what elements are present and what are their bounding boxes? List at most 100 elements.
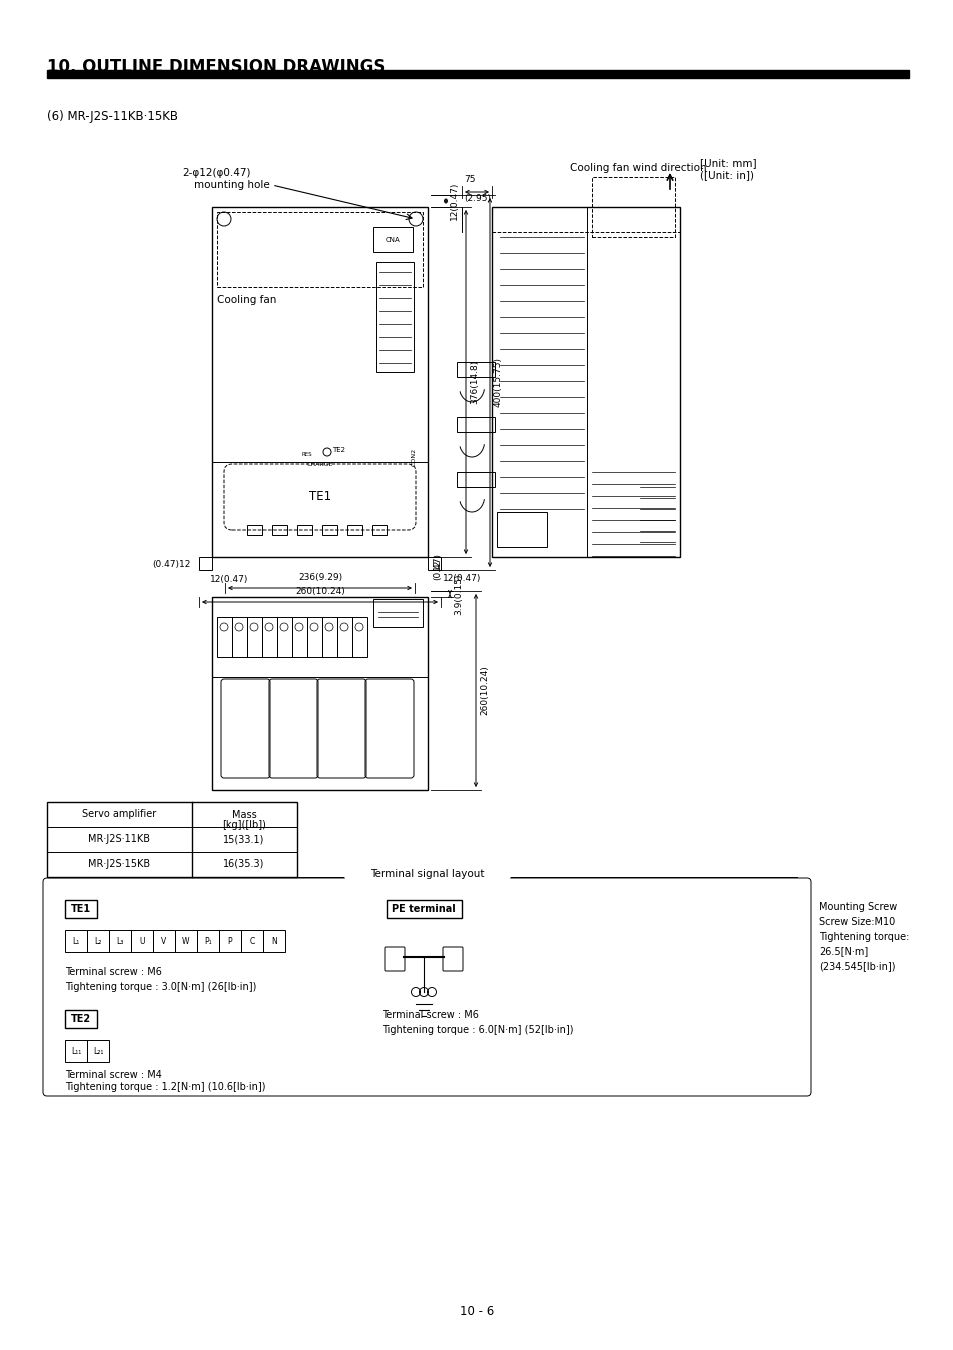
Bar xyxy=(276,617,292,657)
Text: Terminal screw : M6: Terminal screw : M6 xyxy=(381,1010,478,1021)
Text: CON2: CON2 xyxy=(411,448,416,466)
Bar xyxy=(492,207,679,558)
Text: (6) MR-J2S-11KB·15KB: (6) MR-J2S-11KB·15KB xyxy=(47,109,178,123)
Text: 10. OUTLINE DIMENSION DRAWINGS: 10. OUTLINE DIMENSION DRAWINGS xyxy=(47,58,385,76)
Text: W: W xyxy=(182,937,190,945)
Bar xyxy=(373,599,422,626)
Text: (2.95): (2.95) xyxy=(463,194,491,202)
Text: MR·J2S·15KB: MR·J2S·15KB xyxy=(88,859,150,869)
Text: Mass: Mass xyxy=(232,810,256,819)
Bar xyxy=(322,525,336,535)
Bar xyxy=(272,525,287,535)
Text: Terminal signal layout: Terminal signal layout xyxy=(370,869,484,879)
Text: V: V xyxy=(161,937,167,945)
Bar xyxy=(372,525,387,535)
Text: 16(35.3): 16(35.3) xyxy=(223,859,264,869)
Bar xyxy=(232,617,247,657)
Text: 12(0.47): 12(0.47) xyxy=(442,574,481,583)
Bar xyxy=(263,930,285,952)
Text: TE2: TE2 xyxy=(71,1014,91,1025)
Text: 12: 12 xyxy=(433,559,441,570)
Bar xyxy=(196,930,219,952)
Text: P: P xyxy=(228,937,233,945)
Text: PE terminal: PE terminal xyxy=(392,904,456,914)
Text: mounting hole: mounting hole xyxy=(193,180,270,190)
Text: 12(0.47): 12(0.47) xyxy=(450,182,458,220)
Text: 3.9(0.15): 3.9(0.15) xyxy=(454,574,462,614)
Bar xyxy=(247,525,262,535)
Text: Terminal screw : M4: Terminal screw : M4 xyxy=(65,1071,162,1080)
Bar xyxy=(375,262,414,373)
Text: (0.47)12: (0.47)12 xyxy=(152,559,191,568)
Text: Tightening torque : 6.0[N·m] (52[lb·in]): Tightening torque : 6.0[N·m] (52[lb·in]) xyxy=(381,1025,573,1035)
Text: RES: RES xyxy=(302,451,313,456)
Bar xyxy=(322,617,336,657)
Bar xyxy=(87,930,109,952)
Bar xyxy=(296,525,312,535)
Text: U: U xyxy=(139,937,145,945)
Text: 12(0.47): 12(0.47) xyxy=(210,575,248,585)
Bar xyxy=(212,207,428,558)
Text: N: N xyxy=(271,937,276,945)
Bar xyxy=(262,617,276,657)
Text: (0.47): (0.47) xyxy=(433,554,441,580)
Bar xyxy=(373,227,413,252)
Text: Tightening torque : 1.2[N·m] (10.6[lb·in]): Tightening torque : 1.2[N·m] (10.6[lb·in… xyxy=(65,1081,265,1092)
Bar xyxy=(456,417,495,432)
Bar xyxy=(65,930,87,952)
Bar xyxy=(216,617,232,657)
Text: L₁₁: L₁₁ xyxy=(71,1046,81,1056)
Bar xyxy=(65,900,97,918)
Text: Tightening torque : 3.0[N·m] (26[lb·in]): Tightening torque : 3.0[N·m] (26[lb·in]) xyxy=(65,981,256,992)
Bar xyxy=(47,802,296,878)
Text: CNA: CNA xyxy=(385,238,400,243)
Bar xyxy=(592,177,675,238)
Text: Mounting Screw
Screw Size:M10
Tightening torque:
26.5[N·m]
(234.545[lb·in]): Mounting Screw Screw Size:M10 Tightening… xyxy=(818,902,908,971)
Text: Cooling fan wind direction: Cooling fan wind direction xyxy=(569,163,706,173)
Bar xyxy=(247,617,262,657)
Text: MR·J2S·11KB: MR·J2S·11KB xyxy=(88,834,150,844)
Bar xyxy=(212,597,428,790)
Text: Servo amplifier: Servo amplifier xyxy=(82,809,156,819)
Bar xyxy=(174,930,196,952)
Bar xyxy=(219,930,241,952)
Text: [Unit: mm]
([Unit: in]): [Unit: mm] ([Unit: in]) xyxy=(700,158,756,180)
Bar xyxy=(65,1040,87,1062)
Text: P₁: P₁ xyxy=(204,937,212,945)
Text: L₂₁: L₂₁ xyxy=(92,1046,103,1056)
Text: 260(10.24): 260(10.24) xyxy=(479,666,489,716)
Text: 75: 75 xyxy=(463,176,475,184)
Bar xyxy=(497,512,546,547)
Text: C: C xyxy=(249,937,254,945)
Text: L₁: L₁ xyxy=(72,937,79,945)
Bar xyxy=(307,617,322,657)
Text: Terminal screw : M6: Terminal screw : M6 xyxy=(65,967,162,977)
Text: L₂: L₂ xyxy=(94,937,102,945)
Text: 2-φ12(φ0.47): 2-φ12(φ0.47) xyxy=(182,167,251,178)
Bar xyxy=(199,558,212,570)
Bar xyxy=(131,930,152,952)
Text: TE2: TE2 xyxy=(332,447,345,454)
Text: 376(14.8): 376(14.8) xyxy=(470,360,478,404)
Bar xyxy=(47,70,908,78)
Text: L₃: L₃ xyxy=(116,937,124,945)
Bar xyxy=(456,362,495,377)
Bar xyxy=(456,472,495,487)
Text: 15(33.1): 15(33.1) xyxy=(223,834,264,844)
Text: [kg]([lb]): [kg]([lb]) xyxy=(222,819,266,830)
Bar xyxy=(152,930,174,952)
Bar xyxy=(387,900,461,918)
Bar xyxy=(65,1010,97,1027)
Text: 260(10.24): 260(10.24) xyxy=(294,587,345,595)
Bar xyxy=(216,212,422,288)
Bar xyxy=(352,617,367,657)
Bar xyxy=(345,868,509,880)
Bar xyxy=(292,617,307,657)
Bar xyxy=(428,558,440,570)
Bar xyxy=(336,617,352,657)
Bar xyxy=(347,525,361,535)
Bar xyxy=(241,930,263,952)
Text: Cooling fan: Cooling fan xyxy=(216,296,276,305)
Bar xyxy=(87,1040,109,1062)
Bar xyxy=(109,930,131,952)
